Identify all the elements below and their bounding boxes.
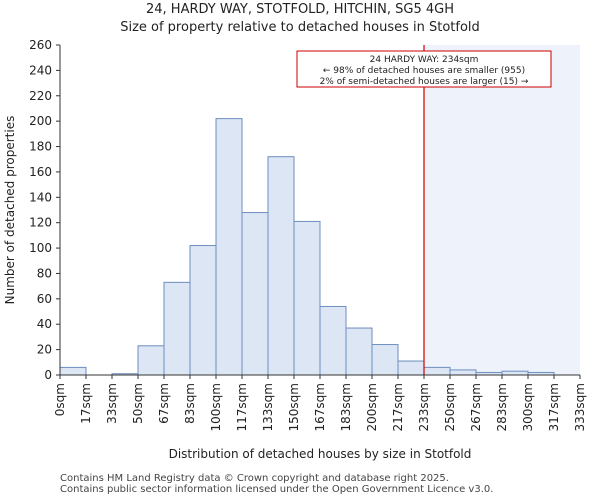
- bar-200sqm: [371, 344, 399, 376]
- y-tick-label: 180: [29, 140, 52, 154]
- bar-83sqm: [189, 245, 217, 376]
- x-tick-label: 50sqm: [131, 383, 145, 424]
- y-tick-label: 260: [29, 38, 52, 52]
- y-tick-label: 200: [29, 114, 52, 128]
- footer-licence: Contains public sector information licen…: [60, 484, 494, 495]
- x-tick-label: 133sqm: [261, 383, 275, 431]
- x-tick-label: 33sqm: [105, 383, 119, 424]
- y-axis-label: Number of detached properties: [3, 116, 17, 305]
- bar-250sqm: [449, 369, 477, 376]
- x-tick-label: 250sqm: [443, 383, 457, 431]
- x-tick-label: 300sqm: [521, 383, 535, 431]
- x-tick-label: 233sqm: [417, 383, 431, 431]
- y-tick-label: 80: [37, 266, 52, 280]
- x-tick-label: 317sqm: [547, 383, 561, 431]
- chart-title: Size of property relative to detached ho…: [120, 20, 480, 35]
- bar-183sqm: [345, 327, 373, 376]
- x-tick-label: 183sqm: [339, 383, 353, 431]
- x-tick-label: 150sqm: [287, 383, 301, 431]
- annotation-line-3: 2% of semi-detached houses are larger (1…: [320, 77, 529, 87]
- y-tick-label: 160: [29, 165, 52, 179]
- bar-217sqm: [397, 360, 425, 376]
- annotation-line-2: ← 98% of detached houses are smaller (95…: [323, 66, 525, 76]
- x-tick-label: 217sqm: [391, 383, 405, 431]
- y-tick-label: 40: [37, 317, 52, 331]
- x-tick-label: 117sqm: [235, 383, 249, 431]
- bar-0sqm: [59, 366, 87, 376]
- y-tick-label: 0: [44, 368, 52, 382]
- annotation-box: 24 HARDY WAY: 234sqm ← 98% of detached h…: [296, 50, 552, 88]
- x-tick-label: 283sqm: [495, 383, 509, 431]
- y-tick-label: 220: [29, 89, 52, 103]
- annotation-line-1: 24 HARDY WAY: 234sqm: [370, 55, 479, 65]
- bar-133sqm: [267, 156, 295, 376]
- x-tick-label: 67sqm: [157, 383, 171, 424]
- y-tick-label: 60: [37, 292, 52, 306]
- annotation-frame: [296, 50, 552, 88]
- y-tick-label: 140: [29, 190, 52, 204]
- bar-100sqm: [215, 118, 243, 376]
- bar-283sqm: [501, 370, 529, 376]
- y-tick-label: 20: [37, 343, 52, 357]
- y-tick-label: 100: [29, 241, 52, 255]
- chart-title-address: 24, HARDY WAY, STOTFOLD, HITCHIN, SG5 4G…: [145, 2, 455, 17]
- x-tick-label: 333sqm: [573, 383, 587, 431]
- x-tick-label: 200sqm: [365, 383, 379, 431]
- bar-233sqm: [423, 366, 451, 376]
- y-tick-label: 120: [29, 216, 52, 230]
- x-tick-label: 267sqm: [469, 383, 483, 431]
- y-tick-label: 240: [29, 63, 52, 77]
- bar-117sqm: [241, 212, 269, 376]
- x-tick-label: 167sqm: [313, 383, 327, 431]
- bar-167sqm: [319, 305, 347, 376]
- bar-67sqm: [163, 281, 191, 376]
- bar-150sqm: [293, 220, 321, 376]
- footer-copyright: Contains HM Land Registry data © Crown c…: [60, 473, 449, 484]
- highlight-region: [424, 45, 580, 375]
- x-axis-label: Distribution of detached houses by size …: [169, 447, 472, 461]
- x-tick-label: 83sqm: [183, 383, 197, 424]
- x-tick-label: 17sqm: [79, 383, 93, 424]
- x-tick-label: 100sqm: [209, 383, 223, 431]
- bar-50sqm: [137, 345, 165, 376]
- x-tick-label: 0sqm: [53, 383, 67, 416]
